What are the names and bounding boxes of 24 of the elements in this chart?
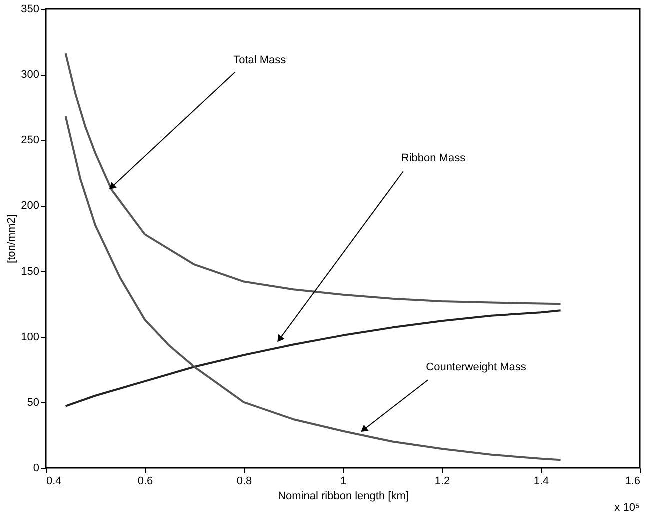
annotation: Total Mass [234,54,287,66]
x-tick-label: 0.6 [138,476,154,488]
y-tick-label: 150 [21,266,40,278]
x-tick-label: 1.6 [625,476,640,488]
x-tick-label: 1.2 [434,476,450,488]
annotation: Ribbon Mass [401,152,466,165]
y-tick-label: 300 [21,69,40,82]
y-tick-label: 0 [33,462,40,474]
x-tick-label: 0.4 [46,476,62,488]
y-tick-label: 200 [21,200,40,212]
text: x 10⁵ [614,502,640,513]
y-tick-label: 100 [21,331,40,344]
x-axis-title: Nominal ribbon length [km] [278,490,409,502]
y-tick-label: 250 [21,134,40,147]
line-series [64,52,562,306]
line-series [64,116,562,462]
y-tick-label: 350 [21,4,40,16]
y-tick-label: 50 [27,396,40,409]
x-tick-label: 1 [340,476,347,488]
annotation: Counterweight Mass [426,361,527,374]
line-series [64,310,562,408]
x-tick-label: 1.4 [534,476,550,488]
y-axis-title: [ton/mm2] [6,214,18,264]
x-tick-label: 0.8 [236,476,252,488]
